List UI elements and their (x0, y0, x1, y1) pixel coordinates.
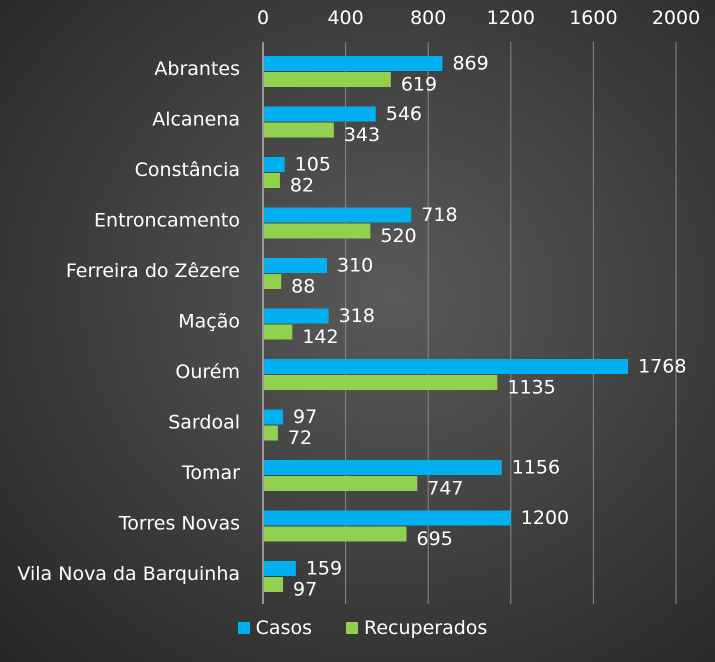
legend-swatch-recuperados (346, 622, 358, 634)
bar-casos (264, 359, 629, 374)
bar-casos (264, 258, 328, 273)
data-label: 97 (293, 579, 317, 601)
legend-item-recuperados: Recuperados (346, 617, 487, 639)
data-label: 695 (417, 528, 453, 550)
bar-recuperados (264, 526, 407, 542)
bar-recuperados (264, 476, 418, 491)
data-label: 142 (302, 326, 338, 348)
data-label: 72 (288, 427, 312, 449)
legend: Casos Recuperados (0, 617, 715, 639)
x-tick-label: 1200 (487, 7, 535, 29)
data-label: 105 (295, 154, 331, 176)
legend-swatch-casos (237, 622, 250, 634)
category-label: Abrantes (154, 58, 240, 80)
bar-recuperados (264, 274, 282, 289)
bar-casos (264, 510, 511, 526)
bar-casos (264, 56, 443, 71)
data-label: 88 (291, 276, 315, 298)
bar-casos (264, 460, 502, 475)
category-label: Mação (178, 311, 240, 333)
data-label: 869 (452, 53, 488, 75)
data-label: 619 (401, 74, 437, 96)
bar-casos (264, 106, 376, 122)
category-label: Torres Novas (118, 513, 240, 535)
category-label: Sardoal (168, 412, 240, 434)
category-label: Ferreira do Zêzere (66, 260, 240, 282)
category-label: Ourém (175, 361, 240, 383)
category-label: Tomar (181, 462, 240, 484)
legend-label-casos: Casos (255, 617, 312, 639)
data-label: 1135 (507, 377, 555, 399)
category-label: Vila Nova da Barquinha (17, 563, 240, 585)
legend-item-casos: Casos (237, 617, 312, 639)
category-label: Alcanena (152, 109, 240, 131)
bar-casos (264, 561, 296, 576)
data-label: 82 (290, 175, 314, 197)
bar-casos (264, 157, 285, 172)
legend-label-recuperados: Recuperados (364, 617, 488, 639)
data-label: 718 (421, 204, 457, 226)
data-label: 520 (380, 225, 416, 247)
bar-recuperados (264, 324, 293, 340)
data-label: 1156 (512, 457, 560, 479)
x-tick-label: 0 (257, 7, 269, 29)
x-tick-label: 1600 (569, 7, 617, 29)
category-label: Entroncamento (94, 210, 240, 232)
bar-recuperados (264, 577, 284, 592)
data-label: 747 (427, 478, 463, 500)
x-tick-label: 2000 (652, 7, 700, 29)
bar-casos (264, 409, 284, 425)
bar-recuperados (264, 375, 498, 390)
bar-recuperados (264, 425, 278, 441)
category-label: Constância (135, 159, 240, 181)
data-label: 546 (386, 103, 422, 125)
bar-recuperados (264, 72, 391, 87)
bar-casos (264, 207, 412, 223)
data-label: 1200 (521, 507, 569, 529)
data-label: 97 (293, 406, 317, 428)
bar-recuperados (264, 223, 371, 239)
data-label: 343 (344, 124, 380, 146)
data-label: 310 (337, 255, 373, 277)
data-label: 1768 (638, 356, 686, 378)
bar-recuperados (264, 173, 280, 188)
x-tick-label: 400 (327, 7, 363, 29)
data-label: 159 (306, 558, 342, 580)
data-label: 318 (339, 305, 375, 327)
x-tick-label: 800 (410, 7, 446, 29)
bar-casos (264, 308, 329, 324)
bar-recuperados (264, 122, 334, 138)
